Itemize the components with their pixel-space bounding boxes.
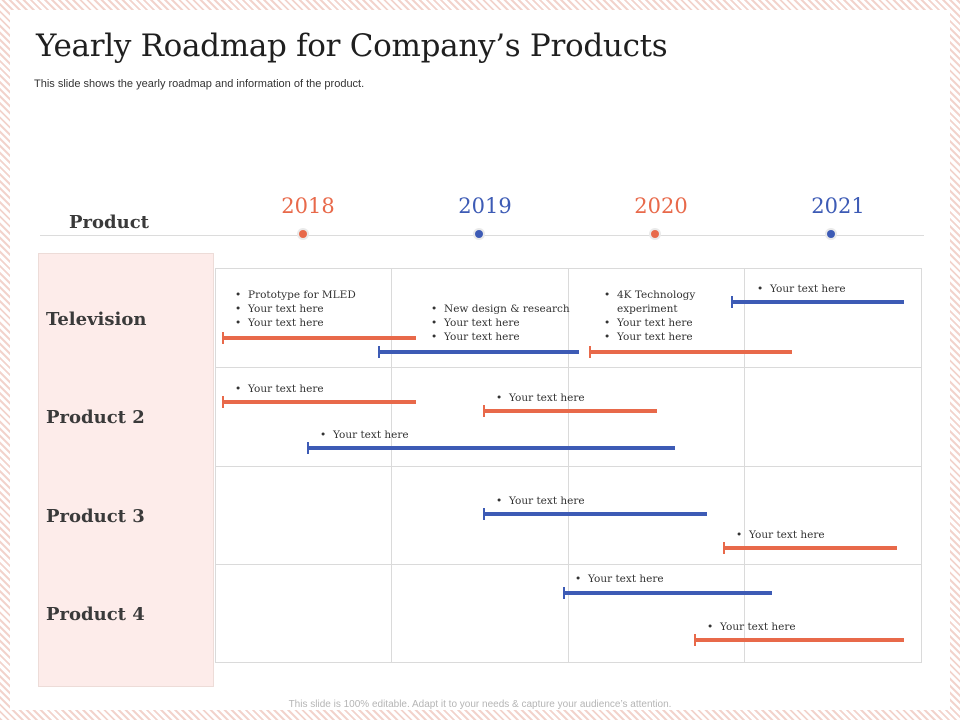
note-item: Your text here [233, 382, 383, 396]
timeline-bar [723, 542, 897, 554]
row-label-product-2: Product 2 [46, 407, 145, 428]
grid-divider [391, 268, 392, 663]
year-label-2019: 2019 [458, 194, 512, 218]
slide-subtitle: This slide shows the yearly roadmap and … [34, 78, 365, 90]
year-label-2020: 2020 [634, 194, 688, 218]
task-notes: Your text here [318, 428, 468, 442]
note-item: Your text here [233, 302, 393, 316]
task-notes: Your text here [734, 528, 884, 542]
timeline-bar [563, 587, 772, 599]
task-notes: Your text here [494, 391, 644, 405]
timeline-bar [222, 332, 416, 344]
note-item: Your text here [573, 572, 723, 586]
timeline-bar [694, 634, 904, 646]
timeline-bar [378, 346, 579, 358]
timeline-bar [483, 508, 707, 520]
note-item: Your text here [734, 528, 884, 542]
slide-title: Yearly Roadmap for Company’s Products [36, 28, 668, 64]
task-notes: Prototype for MLED Your text here Your t… [233, 288, 393, 330]
product-column-header: Product [69, 212, 149, 233]
timeline-bar [222, 396, 416, 408]
row-label-product-3: Product 3 [46, 506, 145, 527]
product-row-panel [38, 253, 214, 687]
slide-footer: This slide is 100% editable. Adapt it to… [288, 699, 672, 710]
timeline-bar [483, 405, 657, 417]
note-item: Your text here [233, 316, 393, 330]
grid-divider [215, 564, 922, 565]
grid-divider [215, 367, 922, 368]
note-item: Your text here [318, 428, 468, 442]
row-label-television: Television [46, 309, 147, 330]
task-notes: Your text here [233, 382, 383, 396]
task-notes: Your text here [755, 282, 905, 296]
note-item: Your text here [705, 620, 855, 634]
note-item: Your text here [494, 391, 644, 405]
task-notes: Your text here [573, 572, 723, 586]
task-notes: 4K Technology experiment Your text here … [602, 288, 712, 344]
note-item: Your text here [755, 282, 905, 296]
timeline-dot-2019 [475, 230, 483, 238]
note-item: Your text here [429, 316, 579, 330]
year-label-2018: 2018 [281, 194, 335, 218]
note-item: Your text here [429, 330, 579, 344]
timeline-dot-2021 [827, 230, 835, 238]
row-label-product-4: Product 4 [46, 604, 145, 625]
timeline-dot-2018 [299, 230, 307, 238]
grid-divider [744, 268, 745, 663]
year-label-2021: 2021 [811, 194, 865, 218]
note-item: Your text here [494, 494, 644, 508]
task-notes: Your text here [494, 494, 644, 508]
timeline-bar [307, 442, 675, 454]
note-item: New design & research [429, 302, 579, 316]
note-item: Prototype for MLED [233, 288, 393, 302]
note-item: 4K Technology experiment [602, 288, 712, 316]
note-item: Your text here [602, 316, 712, 330]
task-notes: Your text here [705, 620, 855, 634]
note-item: Your text here [602, 330, 712, 344]
timeline-dot-2020 [651, 230, 659, 238]
timeline-bar [589, 346, 792, 358]
task-notes: New design & research Your text here You… [429, 302, 579, 344]
grid-divider [215, 466, 922, 467]
grid-divider [568, 268, 569, 663]
timeline-bar [731, 296, 904, 308]
